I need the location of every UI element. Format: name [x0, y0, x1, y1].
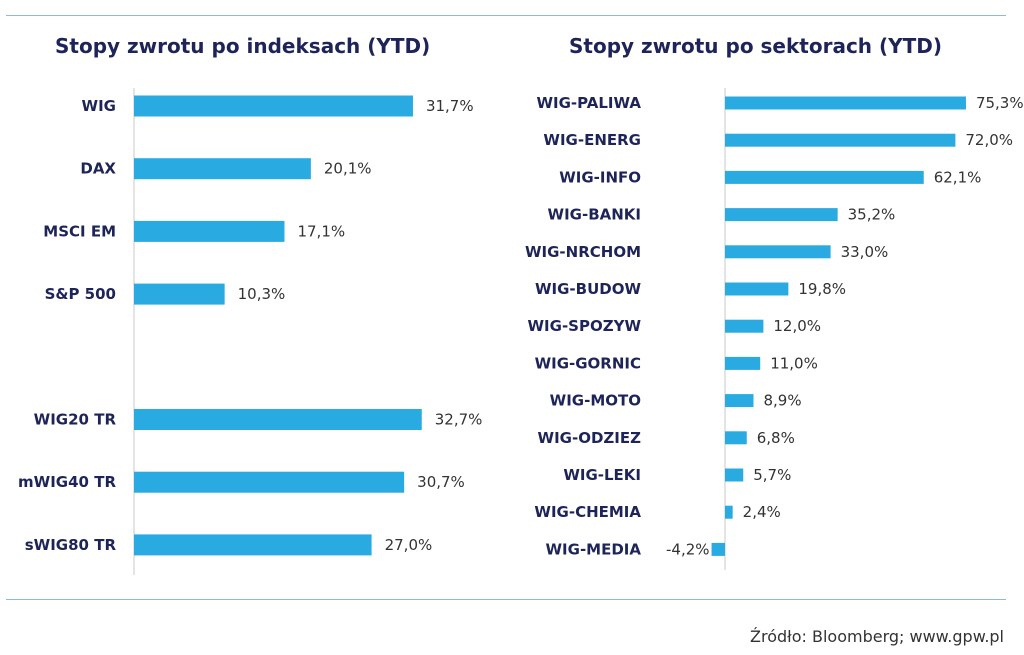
category-label: MSCI EM	[43, 222, 116, 240]
bar	[725, 170, 924, 184]
indices-chart-title: Stopy zwrotu po indeksach (YTD)	[55, 34, 431, 58]
top-rule	[6, 15, 1006, 16]
bar	[725, 208, 838, 222]
value-label: 33,0%	[841, 243, 889, 261]
category-label: WIG-SPOZYW	[528, 317, 642, 335]
category-label: WIG-NRCHOM	[525, 243, 641, 261]
bar	[725, 319, 764, 333]
category-label: WIG	[82, 97, 116, 115]
bar	[134, 471, 405, 493]
category-label: WIG-GORNIC	[535, 354, 641, 372]
bar	[134, 95, 413, 117]
value-label: 35,2%	[848, 206, 896, 224]
category-label: mWIG40 TR	[18, 473, 116, 491]
category-label: WIG-ODZIEZ	[538, 429, 642, 447]
value-label: 75,3%	[976, 94, 1024, 112]
value-label: 62,1%	[934, 168, 982, 186]
value-label: 20,1%	[324, 160, 372, 178]
value-label: 72,0%	[965, 131, 1013, 149]
bar	[725, 431, 747, 445]
value-label: 31,7%	[426, 97, 474, 115]
bar	[725, 505, 733, 519]
value-label: 8,9%	[763, 392, 801, 410]
bar	[725, 96, 966, 110]
bar	[725, 245, 831, 259]
bottom-rule	[6, 599, 1006, 600]
value-label: 10,3%	[238, 285, 286, 303]
bar	[725, 468, 744, 482]
bar	[725, 356, 761, 370]
bar	[134, 220, 285, 242]
value-label: 27,0%	[385, 536, 433, 554]
value-label: -4,2%	[666, 540, 710, 558]
value-label: 5,7%	[753, 466, 791, 484]
value-label: 32,7%	[435, 411, 483, 429]
bar	[725, 282, 789, 296]
category-label: WIG-BUDOW	[535, 280, 641, 298]
bar	[134, 283, 225, 305]
category-label: WIG-ENERG	[543, 131, 641, 149]
value-label: 17,1%	[297, 222, 345, 240]
category-label: WIG-LEKI	[563, 466, 641, 484]
category-label: WIG-CHEMIA	[534, 503, 641, 521]
category-label: WIG-BANKI	[548, 206, 641, 224]
bar	[134, 158, 311, 180]
value-label: 11,0%	[770, 354, 818, 372]
bar	[711, 542, 725, 556]
value-label: 30,7%	[417, 473, 465, 491]
bar	[725, 394, 754, 408]
value-label: 12,0%	[773, 317, 821, 335]
value-label: 6,8%	[757, 429, 795, 447]
sectors-chart-title: Stopy zwrotu po sektorach (YTD)	[569, 34, 943, 58]
bar	[134, 534, 372, 556]
value-label: 19,8%	[798, 280, 846, 298]
bar	[725, 133, 956, 147]
value-label: 2,4%	[743, 503, 781, 521]
category-label: DAX	[80, 160, 116, 178]
bar	[134, 409, 422, 430]
category-label: sWIG80 TR	[25, 536, 117, 554]
category-label: WIG20 TR	[34, 411, 117, 429]
category-label: WIG-MEDIA	[546, 540, 642, 558]
category-label: WIG-INFO	[559, 168, 641, 186]
category-label: WIG-PALIWA	[536, 94, 641, 112]
source-note: Źródło: Bloomberg; www.gpw.pl	[750, 627, 1004, 646]
category-label: WIG-MOTO	[550, 392, 641, 410]
category-label: S&P 500	[45, 285, 116, 303]
